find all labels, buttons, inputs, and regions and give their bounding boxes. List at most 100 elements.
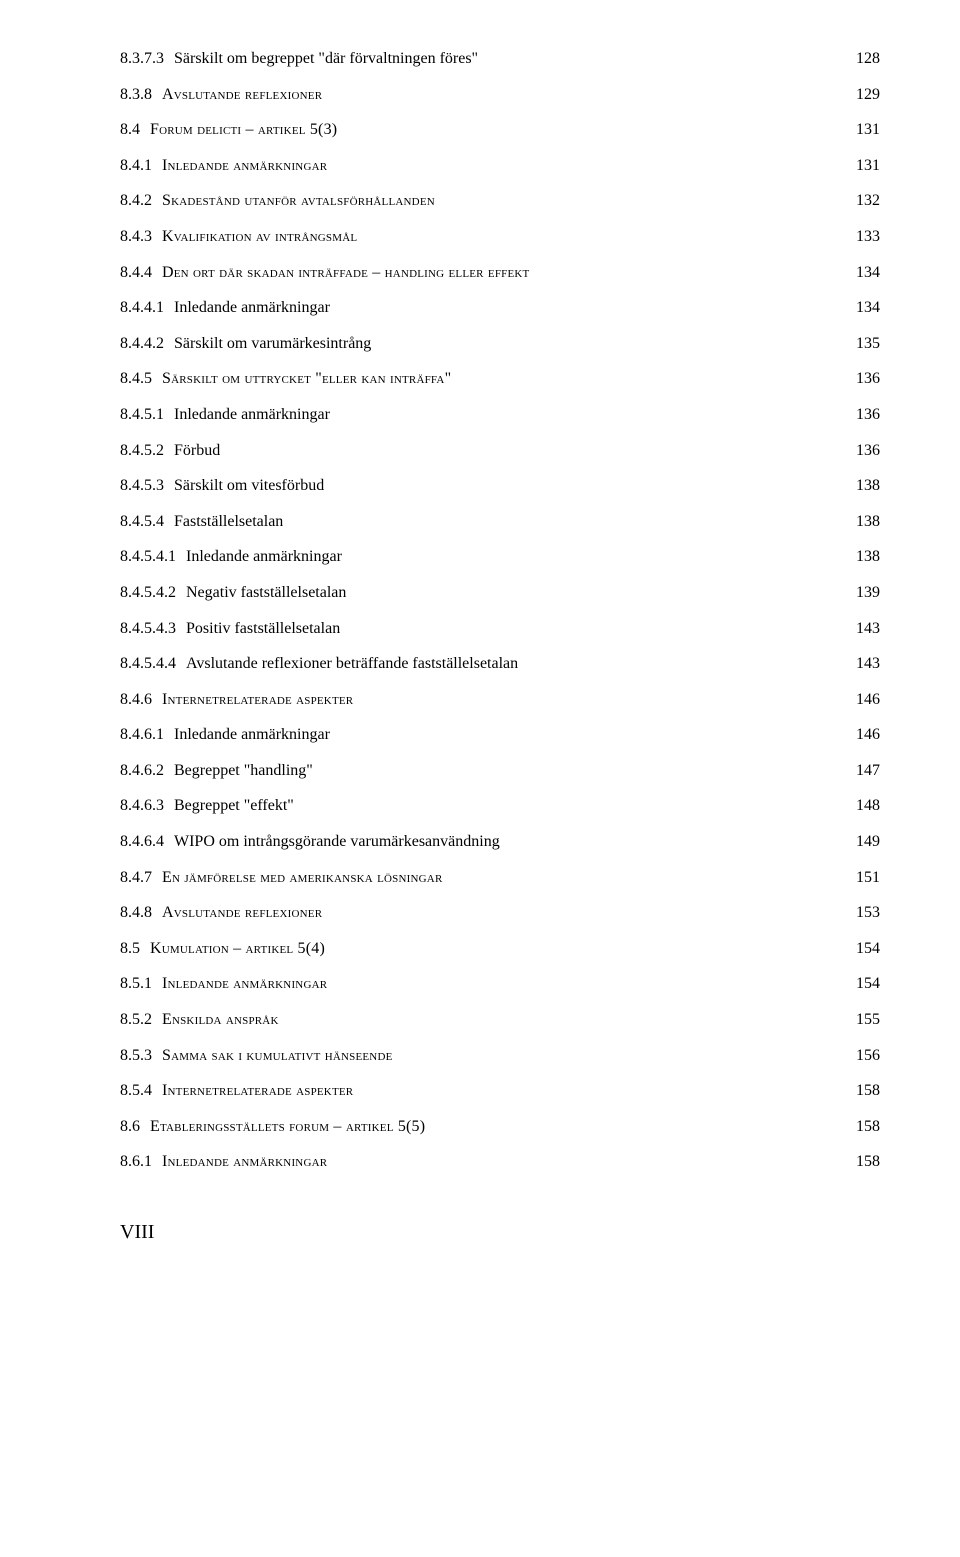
toc-entry-number: 8.4 xyxy=(120,119,150,141)
toc-entry-title: Begreppet "effekt" xyxy=(174,795,832,817)
toc-entry-number: 8.6 xyxy=(120,1116,150,1138)
toc-entry-number: 8.3.8 xyxy=(120,84,162,106)
toc-entry-number: 8.5 xyxy=(120,938,150,960)
toc-entry-left: 8.5Kumulation – artikel 5(4) xyxy=(120,938,832,960)
toc-entry-left: 8.4.6.4WIPO om intrångsgörande varumärke… xyxy=(120,831,832,853)
toc-entry: 8.5.2Enskilda anspråk155 xyxy=(120,1009,880,1031)
toc-entry: 8.5.3Samma sak i kumulativt hänseende156 xyxy=(120,1045,880,1067)
toc-entry-page: 138 xyxy=(832,475,880,497)
toc-entry-left: 8.4.6Internetrelaterade aspekter xyxy=(120,689,832,711)
toc-entry-page: 138 xyxy=(832,511,880,533)
toc-entry-page: 128 xyxy=(832,48,880,70)
toc-entry: 8.6.1Inledande anmärkningar158 xyxy=(120,1151,880,1173)
toc-entry-title: Avslutande reflexioner xyxy=(162,84,832,106)
toc-entry-page: 146 xyxy=(832,689,880,711)
toc-entry-page: 149 xyxy=(832,831,880,853)
toc-entry-page: 151 xyxy=(832,867,880,889)
toc-entry-left: 8.4.4.1Inledande anmärkningar xyxy=(120,297,832,319)
toc-entry-title: WIPO om intrångsgörande varumärkesanvänd… xyxy=(174,831,832,853)
toc-entry-number: 8.4.7 xyxy=(120,867,162,889)
toc-entry-page: 148 xyxy=(832,795,880,817)
toc-entry-page: 136 xyxy=(832,440,880,462)
toc-entry-left: 8.4.5.1Inledande anmärkningar xyxy=(120,404,832,426)
toc-entry-left: 8.4.5.3Särskilt om vitesförbud xyxy=(120,475,832,497)
toc-entry-page: 134 xyxy=(832,297,880,319)
toc-entry-title: Inledande anmärkningar xyxy=(162,1151,832,1173)
toc-entry: 8.4.4Den ort där skadan inträffade – han… xyxy=(120,262,880,284)
toc-entry-page: 139 xyxy=(832,582,880,604)
toc-entry-title: Internetrelaterade aspekter xyxy=(162,689,832,711)
toc-entry: 8.3.7.3Särskilt om begreppet "där förval… xyxy=(120,48,880,70)
toc-entry-number: 8.4.5.4.2 xyxy=(120,582,186,604)
toc-entry-number: 8.5.2 xyxy=(120,1009,162,1031)
toc-entry-title: Forum delicti – artikel 5(3) xyxy=(150,119,832,141)
toc-entry-page: 129 xyxy=(832,84,880,106)
toc-entry-title: Samma sak i kumulativt hänseende xyxy=(162,1045,832,1067)
toc-entry: 8.4.5.4.3Positiv fastställelsetalan143 xyxy=(120,618,880,640)
toc-entry-left: 8.4.6.3Begreppet "effekt" xyxy=(120,795,832,817)
toc-entry-number: 8.4.1 xyxy=(120,155,162,177)
toc-entry-page: 158 xyxy=(832,1080,880,1102)
toc-entry-left: 8.4.4Den ort där skadan inträffade – han… xyxy=(120,262,832,284)
toc-entry-number: 8.4.6.4 xyxy=(120,831,174,853)
toc-entry-number: 8.4.2 xyxy=(120,190,162,212)
toc-entry: 8.4.8Avslutande reflexioner153 xyxy=(120,902,880,924)
toc-entry-number: 8.4.5.2 xyxy=(120,440,174,462)
toc-entry-title: Enskilda anspråk xyxy=(162,1009,832,1031)
toc-entry: 8.4.2Skadestånd utanför avtalsförhålland… xyxy=(120,190,880,212)
toc-entry-page: 135 xyxy=(832,333,880,355)
toc-entry-number: 8.5.3 xyxy=(120,1045,162,1067)
toc-entry-title: Särskilt om begreppet "där förvaltningen… xyxy=(174,48,832,70)
toc-entry-left: 8.4.8Avslutande reflexioner xyxy=(120,902,832,924)
toc-entry-title: Kumulation – artikel 5(4) xyxy=(150,938,832,960)
toc-entry-title: Avslutande reflexioner xyxy=(162,902,832,924)
toc-entry-left: 8.3.8Avslutande reflexioner xyxy=(120,84,832,106)
toc-entry-page: 136 xyxy=(832,404,880,426)
toc-entry: 8.4.6.2Begreppet "handling"147 xyxy=(120,760,880,782)
toc-entry-title: Kvalifikation av intrångsmål xyxy=(162,226,832,248)
toc-entry-title: Särskilt om varumärkesintrång xyxy=(174,333,832,355)
toc-entry-left: 8.5.3Samma sak i kumulativt hänseende xyxy=(120,1045,832,1067)
toc-entry-page: 158 xyxy=(832,1116,880,1138)
toc-entry-number: 8.4.4.2 xyxy=(120,333,174,355)
toc-entry-number: 8.5.1 xyxy=(120,973,162,995)
toc-entry-left: 8.4.5Särskilt om uttrycket "eller kan in… xyxy=(120,368,832,390)
toc-entry-left: 8.4Forum delicti – artikel 5(3) xyxy=(120,119,832,141)
toc-entry-title: Inledande anmärkningar xyxy=(174,297,832,319)
toc-entry-title: Inledande anmärkningar xyxy=(162,155,832,177)
toc-entry-title: Fastställelsetalan xyxy=(174,511,832,533)
toc-entry: 8.4.6.4WIPO om intrångsgörande varumärke… xyxy=(120,831,880,853)
toc-entry: 8.4.1Inledande anmärkningar131 xyxy=(120,155,880,177)
toc-entry-left: 8.4.5.2Förbud xyxy=(120,440,832,462)
toc-entry-left: 8.4.7En jämförelse med amerikanska lösni… xyxy=(120,867,832,889)
toc-entry-title: Förbud xyxy=(174,440,832,462)
toc-entry-page: 134 xyxy=(832,262,880,284)
toc-entry: 8.4.5.4.2Negativ fastställelsetalan139 xyxy=(120,582,880,604)
toc-entry-number: 8.4.6.1 xyxy=(120,724,174,746)
toc-entry-title: Inledande anmärkningar xyxy=(162,973,832,995)
toc-entry-page: 131 xyxy=(832,119,880,141)
toc-entry: 8.5.4Internetrelaterade aspekter158 xyxy=(120,1080,880,1102)
toc-entry: 8.5.1Inledande anmärkningar154 xyxy=(120,973,880,995)
toc-entry: 8.4.3Kvalifikation av intrångsmål133 xyxy=(120,226,880,248)
toc-entry-page: 136 xyxy=(832,368,880,390)
toc-entry-title: Skadestånd utanför avtalsförhållanden xyxy=(162,190,832,212)
toc-entry: 8.4.5.1Inledande anmärkningar136 xyxy=(120,404,880,426)
toc-entry-left: 8.4.5.4Fastställelsetalan xyxy=(120,511,832,533)
toc-entry: 8.5Kumulation – artikel 5(4)154 xyxy=(120,938,880,960)
toc-entry-title: En jämförelse med amerikanska lösningar xyxy=(162,867,832,889)
toc-entry-number: 8.4.4.1 xyxy=(120,297,174,319)
toc-entry-number: 8.4.5.1 xyxy=(120,404,174,426)
toc-entry-left: 8.4.5.4.4Avslutande reflexioner beträffa… xyxy=(120,653,832,675)
toc-entry-left: 8.5.4Internetrelaterade aspekter xyxy=(120,1080,832,1102)
toc-entry: 8.4.5.4.4Avslutande reflexioner beträffa… xyxy=(120,653,880,675)
toc-entry: 8.4Forum delicti – artikel 5(3)131 xyxy=(120,119,880,141)
toc-entry-page: 155 xyxy=(832,1009,880,1031)
toc-entry-page: 143 xyxy=(832,618,880,640)
toc-entry-left: 8.4.1Inledande anmärkningar xyxy=(120,155,832,177)
toc-entry-title: Inledande anmärkningar xyxy=(174,724,832,746)
toc-entry-left: 8.4.6.2Begreppet "handling" xyxy=(120,760,832,782)
toc-entry-page: 132 xyxy=(832,190,880,212)
toc-entry: 8.4.6.3Begreppet "effekt"148 xyxy=(120,795,880,817)
toc-entry: 8.4.5.4.1Inledande anmärkningar138 xyxy=(120,546,880,568)
